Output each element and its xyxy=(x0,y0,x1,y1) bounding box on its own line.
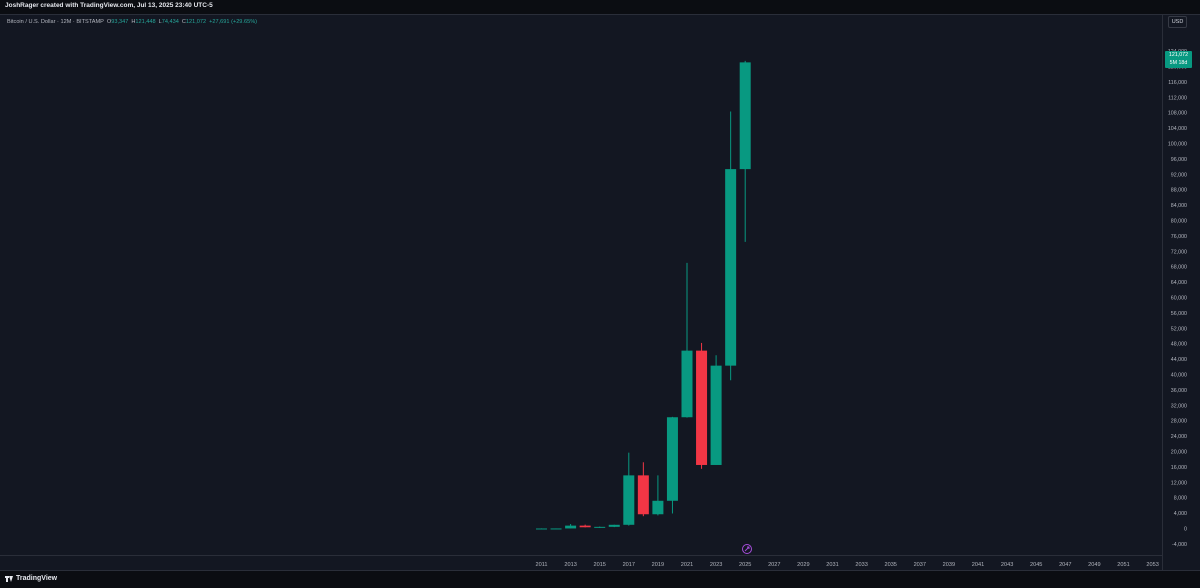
change-value: +27,691 (+29.65%) xyxy=(209,19,258,25)
price-tick-label: 112,000 xyxy=(1168,95,1187,101)
time-tick-label: 2035 xyxy=(884,562,896,568)
candle-body[interactable] xyxy=(550,528,562,530)
price-tick-label: 60,000 xyxy=(1171,296,1187,302)
time-tick-label: 2045 xyxy=(1030,562,1042,568)
close-value: 121,072 xyxy=(185,19,207,25)
candle-body[interactable] xyxy=(608,524,620,527)
time-tick-label: 2049 xyxy=(1088,562,1100,568)
price-tick-label: 92,000 xyxy=(1171,172,1187,178)
tradingview-logo[interactable]: TradingView xyxy=(5,575,57,582)
price-tick-label: 16,000 xyxy=(1171,465,1187,471)
price-tick-label: 104,000 xyxy=(1168,126,1187,132)
attribution-text: JoshRager created with TradingView.com, … xyxy=(5,2,213,9)
time-tick-label: 2015 xyxy=(593,562,605,568)
time-tick-label: 2031 xyxy=(826,562,838,568)
price-tick-label: 80,000 xyxy=(1171,219,1187,225)
tradingview-logo-icon xyxy=(5,575,14,582)
candle-body[interactable] xyxy=(725,169,737,366)
price-tick-label: 32,000 xyxy=(1171,403,1187,409)
price-tick-label: 68,000 xyxy=(1171,265,1187,271)
time-tick-label: 2029 xyxy=(797,562,809,568)
price-tick-label: 116,000 xyxy=(1168,80,1187,86)
candle-body[interactable] xyxy=(579,525,591,528)
candle-body[interactable] xyxy=(594,526,606,528)
time-tick-label: 2013 xyxy=(564,562,576,568)
candle-body[interactable] xyxy=(681,350,693,418)
price-tick-label: 76,000 xyxy=(1171,234,1187,240)
time-tick-label: 2021 xyxy=(681,562,693,568)
time-tick-label: 2051 xyxy=(1117,562,1129,568)
price-tick-label: 100,000 xyxy=(1168,142,1187,148)
candle-body[interactable] xyxy=(565,525,577,529)
price-tick-label: 4,000 xyxy=(1174,511,1187,517)
price-tick-label: 88,000 xyxy=(1171,188,1187,194)
time-tick-label: 2011 xyxy=(535,562,547,568)
time-tick-label: 2027 xyxy=(768,562,780,568)
candle-body[interactable] xyxy=(536,528,547,530)
price-tick-label: 96,000 xyxy=(1171,157,1187,163)
time-tick-label: 2019 xyxy=(652,562,664,568)
price-tick-label: 24,000 xyxy=(1171,434,1187,440)
candle-body[interactable] xyxy=(666,417,678,501)
time-tick-label: 2053 xyxy=(1146,562,1158,568)
candles-layer xyxy=(536,60,751,530)
last-price-label: 121,072 5M 18d xyxy=(1165,51,1192,68)
footer-bar: TradingView xyxy=(0,570,1200,588)
candle-body[interactable] xyxy=(710,365,722,465)
candle-body[interactable] xyxy=(637,475,649,515)
open-key: O xyxy=(106,19,112,25)
price-tick-label: 52,000 xyxy=(1171,326,1187,332)
high-key: H xyxy=(131,19,136,25)
time-tick-label: 2047 xyxy=(1059,562,1071,568)
time-tick-label: 2023 xyxy=(710,562,722,568)
time-tick-label: 2039 xyxy=(943,562,955,568)
time-tick-label: 2017 xyxy=(623,562,635,568)
price-axis: 124,000120,000116,000112,000108,000104,0… xyxy=(1162,14,1187,570)
candle-body[interactable] xyxy=(623,475,635,525)
symbol-legend: Bitcoin / U.S. Dollar · 12M · BITSTAMP O… xyxy=(7,17,257,27)
price-tick-label: 44,000 xyxy=(1171,357,1187,363)
time-tick-label: 2025 xyxy=(739,562,751,568)
symbol-title[interactable]: Bitcoin / U.S. Dollar · 12M · BITSTAMP xyxy=(7,19,104,25)
price-tick-label: 36,000 xyxy=(1171,388,1187,394)
price-tick-label: 8,000 xyxy=(1174,496,1187,502)
candle-body[interactable] xyxy=(696,350,708,465)
open-value: 93,347 xyxy=(111,19,129,25)
price-tick-label: 84,000 xyxy=(1171,203,1187,209)
time-axis: 2011 2013 2015 2017 2019 2021 2023 2025 2027 2029… xyxy=(0,555,1162,568)
tradingview-brand: TradingView xyxy=(16,575,58,582)
top-bar: JoshRager created with TradingView.com, … xyxy=(0,0,1200,15)
time-tick-label: 2033 xyxy=(855,562,867,568)
go-to-realtime-icon[interactable] xyxy=(742,544,752,554)
high-value: 121,448 xyxy=(135,19,156,25)
low-key: L xyxy=(158,19,162,25)
price-tick-label: 64,000 xyxy=(1171,280,1187,286)
low-value: 74,434 xyxy=(161,19,179,25)
candle-body[interactable] xyxy=(739,62,751,170)
price-tick-label: 12,000 xyxy=(1171,480,1187,486)
price-tick-label: 56,000 xyxy=(1171,311,1187,317)
time-tick-label: 2037 xyxy=(914,562,926,568)
price-tick-label: 0 xyxy=(1184,527,1187,533)
price-tick-label: 72,000 xyxy=(1171,249,1187,255)
candle-body[interactable] xyxy=(652,500,664,515)
price-tick-label: 48,000 xyxy=(1171,342,1187,348)
price-tick-label: 20,000 xyxy=(1171,450,1187,456)
time-tick-label: 2043 xyxy=(1001,562,1013,568)
price-tick-label: 108,000 xyxy=(1168,111,1187,117)
price-tick-label: 40,000 xyxy=(1171,373,1187,379)
bar-countdown: 5M 18d xyxy=(1169,60,1188,66)
last-price-value: 121,072 xyxy=(1168,52,1189,58)
price-tick-label: -4,000 xyxy=(1172,542,1187,548)
currency-button[interactable]: USD xyxy=(1168,16,1187,28)
price-tick-label: 28,000 xyxy=(1171,419,1187,425)
close-key: C xyxy=(181,19,186,25)
time-tick-label: 2041 xyxy=(972,562,984,568)
